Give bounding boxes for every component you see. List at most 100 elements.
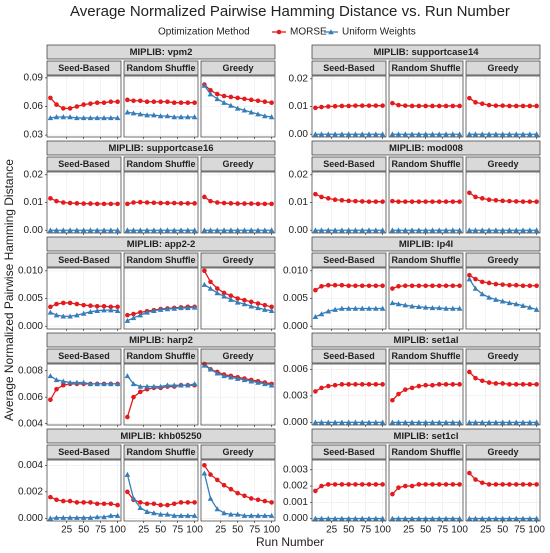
point xyxy=(108,115,114,121)
point xyxy=(235,490,240,496)
point xyxy=(191,304,198,310)
point xyxy=(380,103,385,108)
point xyxy=(221,293,227,299)
point xyxy=(416,304,422,310)
point xyxy=(262,227,268,233)
point xyxy=(221,373,227,379)
plot-area xyxy=(47,460,121,521)
point xyxy=(353,382,358,387)
panel-strip xyxy=(46,428,276,444)
point xyxy=(108,501,114,507)
point xyxy=(60,378,67,384)
point xyxy=(380,482,385,487)
point xyxy=(359,305,366,311)
point xyxy=(124,373,131,379)
point xyxy=(436,131,443,137)
point xyxy=(228,296,234,302)
point xyxy=(241,227,248,233)
point xyxy=(108,227,114,233)
point xyxy=(339,197,345,203)
point xyxy=(81,201,86,206)
point xyxy=(108,381,114,387)
point xyxy=(450,103,456,109)
point xyxy=(53,227,60,233)
point xyxy=(248,299,254,305)
point xyxy=(373,283,379,289)
point xyxy=(81,500,86,505)
point xyxy=(339,103,345,109)
plot-area xyxy=(312,364,386,425)
x-tick-label: 50 xyxy=(232,525,244,536)
point xyxy=(178,382,184,388)
point xyxy=(67,114,73,120)
point xyxy=(48,304,53,310)
point xyxy=(88,201,93,206)
point xyxy=(47,227,54,233)
point xyxy=(422,515,429,521)
point xyxy=(268,382,275,388)
point xyxy=(527,227,533,233)
point xyxy=(87,115,94,121)
point xyxy=(248,496,254,501)
point xyxy=(319,284,324,289)
point xyxy=(151,112,157,118)
point xyxy=(67,300,73,306)
point xyxy=(493,103,499,108)
point xyxy=(262,512,268,518)
point xyxy=(114,512,121,518)
point xyxy=(81,102,86,107)
facet-strip xyxy=(388,348,464,364)
point xyxy=(422,131,429,137)
point xyxy=(339,515,345,521)
point xyxy=(373,305,379,311)
point xyxy=(94,115,101,121)
plot-area xyxy=(201,460,275,521)
point xyxy=(164,382,171,388)
facet-strip xyxy=(46,444,122,460)
point xyxy=(312,419,319,425)
point xyxy=(115,99,120,105)
point xyxy=(54,301,59,307)
point xyxy=(479,515,486,521)
facet-strip xyxy=(123,60,199,76)
point xyxy=(74,312,80,318)
facet-label: Random Shuffle xyxy=(392,447,461,457)
point xyxy=(450,131,456,137)
point xyxy=(158,502,163,508)
facet-strip xyxy=(123,348,199,364)
point xyxy=(416,515,422,521)
point xyxy=(178,305,184,311)
point xyxy=(380,382,385,387)
y-tick-label: 0.02 xyxy=(24,169,44,180)
point xyxy=(242,201,247,206)
y-tick-label: 0.000 xyxy=(283,513,308,524)
point xyxy=(396,284,401,289)
legend-label: Uniform Weights xyxy=(342,27,416,38)
facet-strip xyxy=(200,348,276,364)
point xyxy=(262,302,268,308)
point xyxy=(493,482,499,487)
point xyxy=(467,369,472,375)
point xyxy=(520,103,526,109)
y-tick-label: 0.006 xyxy=(18,392,43,403)
point xyxy=(520,227,526,233)
point xyxy=(178,201,184,206)
plot-border xyxy=(200,171,276,234)
point xyxy=(486,131,492,137)
point xyxy=(390,397,395,403)
point xyxy=(366,227,372,233)
point xyxy=(325,104,331,109)
point xyxy=(262,99,268,105)
point xyxy=(486,482,492,487)
point xyxy=(101,115,107,121)
point xyxy=(67,227,73,233)
y-tick-label: 0.03 xyxy=(24,130,44,141)
point xyxy=(409,131,415,137)
point xyxy=(423,283,428,289)
point xyxy=(94,303,100,309)
point xyxy=(130,495,137,501)
point xyxy=(366,305,372,311)
point xyxy=(248,227,255,233)
plot-area xyxy=(201,364,275,425)
